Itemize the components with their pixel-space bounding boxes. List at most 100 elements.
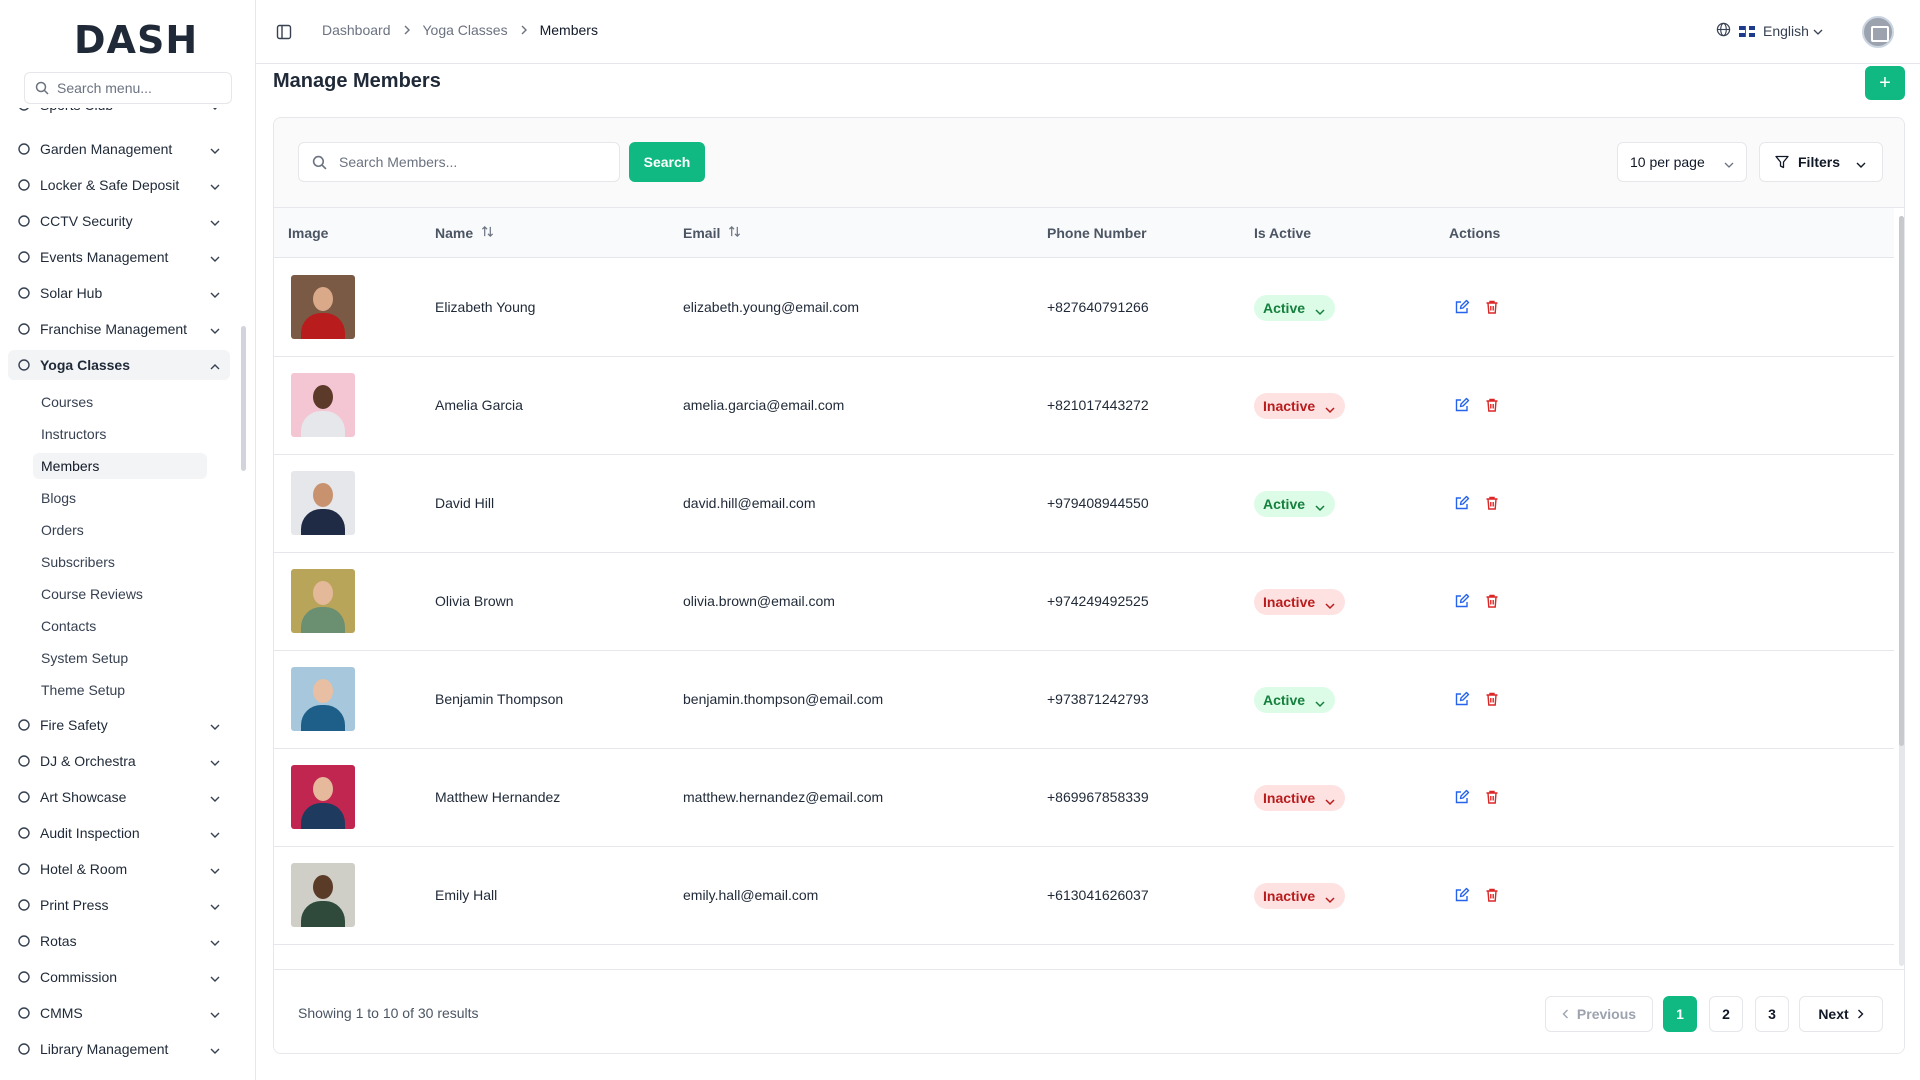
edit-icon[interactable] (1454, 887, 1470, 906)
menu-search-placeholder: Search menu... (57, 80, 152, 96)
delete-icon[interactable] (1484, 299, 1500, 318)
photo-head (313, 483, 333, 507)
delete-icon[interactable] (1484, 887, 1500, 906)
sidebar-item-sports-club[interactable]: Sports Club (8, 108, 230, 120)
sidebar-item-library-management[interactable]: Library Management (8, 1034, 230, 1064)
status-label: Inactive (1263, 790, 1316, 806)
sidebar-item-art-showcase[interactable]: Art Showcase (8, 782, 230, 812)
sidebar-subitem-blogs[interactable]: Blogs (41, 490, 77, 506)
column-email[interactable]: Email (683, 225, 741, 241)
sidebar-subitem-contacts[interactable]: Contacts (41, 618, 97, 634)
edit-icon[interactable] (1454, 593, 1470, 612)
filters-button[interactable]: Filters (1759, 142, 1883, 182)
delete-icon[interactable] (1484, 789, 1500, 808)
sidebar-item-rotas[interactable]: Rotas (8, 926, 230, 956)
sidebar-item-franchise-management[interactable]: Franchise Management (8, 314, 230, 344)
chevron-down-icon (210, 250, 220, 266)
breadcrumb-dashboard[interactable]: Dashboard (322, 22, 391, 38)
sidebar-item-print-press[interactable]: Print Press (8, 890, 230, 920)
sidebar-menu: Sports Club Garden Management Locker & Saf… (0, 108, 248, 1080)
chevron-down-icon (210, 790, 220, 806)
chevron-right-icon (1857, 1006, 1864, 1022)
chevron-down-icon (1325, 891, 1335, 907)
member-email: amelia.garcia@email.com (683, 397, 845, 413)
photo-head (313, 385, 333, 409)
previous-page-button[interactable]: Previous (1545, 996, 1653, 1032)
sidebar-subitem-courses[interactable]: Courses (41, 394, 94, 410)
chevron-left-icon (1562, 1006, 1569, 1022)
sidebar-item-label: Library Management (40, 1041, 169, 1057)
next-page-button[interactable]: Next (1799, 996, 1883, 1032)
sidebar-item-cmms[interactable]: CMMS (8, 998, 230, 1028)
photo-head (313, 679, 333, 703)
table-scrollbar-thumb[interactable] (1899, 216, 1904, 746)
sidebar-item-commission[interactable]: Commission (8, 962, 230, 992)
edit-icon[interactable] (1454, 495, 1470, 514)
sidebar-item-label: Locker & Safe Deposit (40, 177, 180, 193)
add-member-button[interactable]: + (1865, 66, 1905, 100)
member-photo (291, 765, 355, 829)
sidebar-subitem-instructors[interactable]: Instructors (41, 426, 107, 442)
table-row: Elizabeth Young elizabeth.young@email.com… (274, 259, 1894, 357)
sidebar-item-solar-hub[interactable]: Solar Hub (8, 278, 230, 308)
status-label: Inactive (1263, 888, 1316, 904)
sidebar-item-hotel-room[interactable]: Hotel & Room (8, 854, 230, 884)
edit-icon[interactable] (1454, 789, 1470, 808)
results-summary: Showing 1 to 10 of 30 results (298, 1005, 479, 1021)
sidebar-item-cctv-security[interactable]: CCTV Security (8, 206, 230, 236)
status-badge[interactable]: Inactive (1254, 393, 1346, 419)
sidebar-subitem-orders[interactable]: Orders (41, 522, 84, 538)
member-search-input[interactable]: Search Members... (298, 142, 620, 182)
edit-icon[interactable] (1454, 691, 1470, 710)
user-avatar[interactable] (1862, 16, 1894, 48)
sidebar-item-dj-orchestra[interactable]: DJ & Orchestra (8, 746, 230, 776)
delete-icon[interactable] (1484, 593, 1500, 612)
sidebar-item-locker-safe-deposit[interactable]: Locker & Safe Deposit (8, 170, 230, 200)
edit-icon[interactable] (1454, 299, 1470, 318)
page-title: Manage Members (273, 70, 441, 92)
per-page-value: 10 per page (1630, 154, 1705, 170)
sidebar-subitem-subscribers[interactable]: Subscribers (41, 554, 115, 570)
sidebar-toggle-icon[interactable] (276, 24, 292, 43)
page-2-button[interactable]: 2 (1709, 996, 1743, 1032)
table-row: Matthew Hernandez matthew.hernandez@email… (274, 749, 1894, 847)
photo-body (301, 313, 345, 339)
status-badge[interactable]: Inactive (1254, 589, 1346, 615)
status-badge[interactable]: Active (1254, 491, 1336, 517)
sidebar-item-fire-safety[interactable]: Fire Safety (8, 710, 230, 740)
delete-icon[interactable] (1484, 397, 1500, 416)
sidebar-item-garden-management[interactable]: Garden Management (8, 134, 230, 164)
sidebar-item-audit-inspection[interactable]: Audit Inspection (8, 818, 230, 848)
status-badge[interactable]: Active (1254, 687, 1336, 713)
search-button[interactable]: Search (629, 142, 705, 182)
delete-icon[interactable] (1484, 495, 1500, 514)
page-1-button[interactable]: 1 (1663, 996, 1697, 1032)
sidebar-subitem-system-setup[interactable]: System Setup (41, 650, 129, 666)
sidebar-scrollbar[interactable] (241, 326, 246, 471)
edit-icon[interactable] (1454, 397, 1470, 416)
brand-logo[interactable]: DASH (74, 18, 199, 62)
column-name[interactable]: Name (435, 225, 494, 241)
sidebar-item-events-management[interactable]: Events Management (8, 242, 230, 272)
sidebar-item-yoga-classes[interactable]: Yoga Classes (8, 350, 230, 380)
language-selector[interactable]: English (1716, 22, 1823, 40)
status-badge[interactable]: Inactive (1254, 883, 1346, 909)
menu-search-input[interactable]: Search menu... (24, 72, 232, 104)
page-3-button[interactable]: 3 (1755, 996, 1789, 1032)
delete-icon[interactable] (1484, 691, 1500, 710)
sort-icon[interactable] (481, 225, 494, 241)
trophy-icon (16, 108, 32, 113)
column-is-active: Is Active (1254, 225, 1312, 241)
table-scrollbar[interactable] (1899, 216, 1904, 966)
chevron-down-icon (210, 934, 220, 950)
per-page-select[interactable]: 10 per page (1617, 142, 1747, 182)
member-name: Amelia Garcia (435, 397, 523, 413)
sidebar-subitem-members[interactable]: Members (33, 453, 207, 479)
status-badge[interactable]: Inactive (1254, 785, 1346, 811)
status-badge[interactable]: Active (1254, 295, 1336, 321)
breadcrumb-yoga-classes[interactable]: Yoga Classes (422, 22, 508, 38)
sort-icon[interactable] (728, 225, 741, 241)
chevron-down-icon (210, 178, 220, 194)
sidebar-subitem-theme-setup[interactable]: Theme Setup (41, 682, 126, 698)
sidebar-subitem-course-reviews[interactable]: Course Reviews (41, 586, 143, 602)
